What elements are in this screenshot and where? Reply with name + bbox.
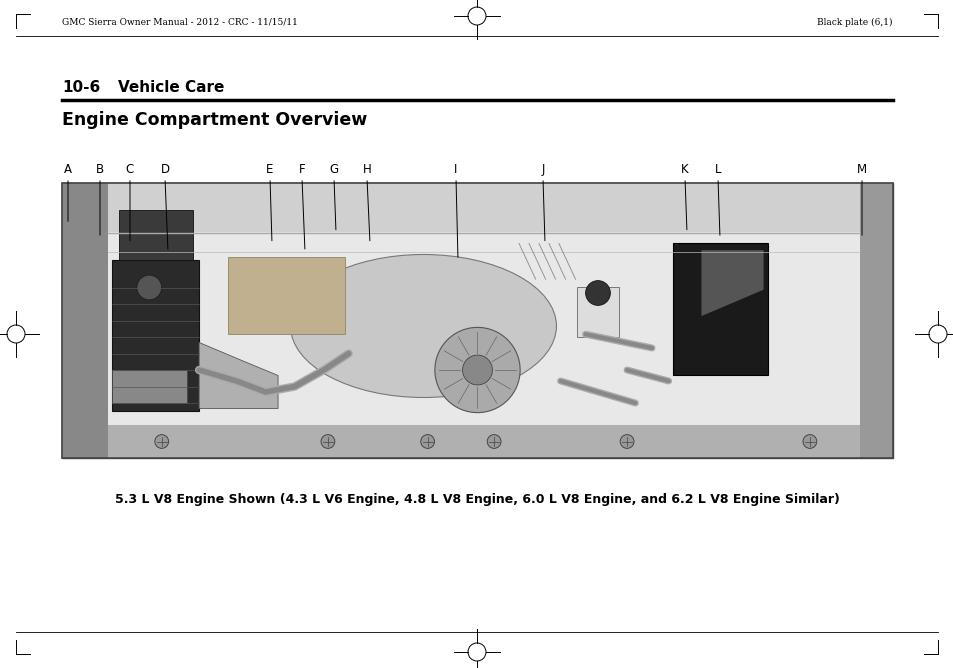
Circle shape [619,435,634,448]
Bar [859,183,892,458]
Circle shape [462,355,492,385]
Circle shape [154,435,169,448]
Bar [62,183,892,458]
Circle shape [321,435,335,448]
Circle shape [585,281,610,305]
Text: D: D [160,164,170,176]
Text: K: K [680,164,688,176]
Polygon shape [199,343,277,409]
Text: B: B [96,164,104,176]
Circle shape [435,327,519,413]
Circle shape [802,435,816,448]
Ellipse shape [291,255,556,397]
Circle shape [136,275,161,300]
Bar [62,183,892,232]
Bar [118,210,193,260]
Text: F: F [298,164,305,176]
Text: A: A [64,164,71,176]
Bar [112,370,187,403]
Text: C: C [126,164,134,176]
Bar [62,183,108,458]
Text: L: L [714,164,720,176]
Bar [112,260,199,411]
Polygon shape [700,250,762,316]
Text: M: M [856,164,866,176]
Text: 5.3 L V8 Engine Shown (4.3 L V6 Engine, 4.8 L V8 Engine, 6.0 L V8 Engine, and 6.: 5.3 L V8 Engine Shown (4.3 L V6 Engine, … [114,492,839,506]
Text: J: J [540,164,544,176]
Text: I: I [454,164,457,176]
Bar [228,257,344,334]
Text: H: H [362,164,371,176]
Text: GMC Sierra Owner Manual - 2012 - CRC - 11/15/11: GMC Sierra Owner Manual - 2012 - CRC - 1… [62,17,297,27]
Text: 10-6: 10-6 [62,81,100,96]
Bar [62,425,892,458]
Text: Vehicle Care: Vehicle Care [118,81,224,96]
Circle shape [420,435,434,448]
Bar [577,287,618,337]
Bar [672,244,767,375]
Text: G: G [329,164,338,176]
Text: Engine Compartment Overview: Engine Compartment Overview [62,111,367,129]
Text: Black plate (6,1): Black plate (6,1) [817,17,892,27]
Text: E: E [266,164,274,176]
Circle shape [487,435,500,448]
Bar [62,183,892,458]
